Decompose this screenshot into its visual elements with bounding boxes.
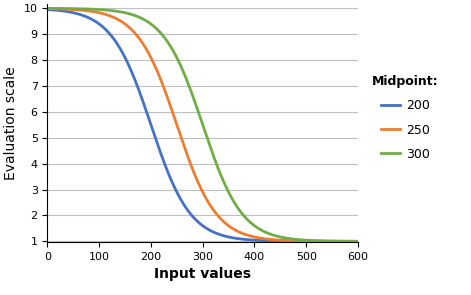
250 <box>316 240 321 243</box>
300 <box>316 239 321 242</box>
250 <box>177 132 183 136</box>
Line: 250: 250 <box>48 9 358 241</box>
250 <box>349 240 355 243</box>
200 <box>355 240 361 243</box>
300 <box>98 8 104 12</box>
Line: 300: 300 <box>48 9 358 241</box>
Y-axis label: Evaluation scale: Evaluation scale <box>4 66 18 180</box>
200 <box>349 240 355 243</box>
250 <box>98 12 104 15</box>
200 <box>45 8 50 11</box>
250 <box>80 9 86 12</box>
Line: 200: 200 <box>48 9 358 241</box>
250 <box>355 240 361 243</box>
200 <box>177 196 183 200</box>
200 <box>80 14 86 17</box>
300 <box>45 7 50 10</box>
300 <box>349 240 355 243</box>
300 <box>80 7 86 11</box>
X-axis label: Input values: Input values <box>154 267 251 281</box>
250 <box>45 7 50 10</box>
300 <box>177 62 183 66</box>
300 <box>164 39 170 42</box>
250 <box>164 93 170 97</box>
Legend: 200, 250, 300: 200, 250, 300 <box>367 70 444 166</box>
200 <box>164 167 170 171</box>
300 <box>355 240 361 243</box>
200 <box>98 24 104 27</box>
200 <box>316 240 321 243</box>
